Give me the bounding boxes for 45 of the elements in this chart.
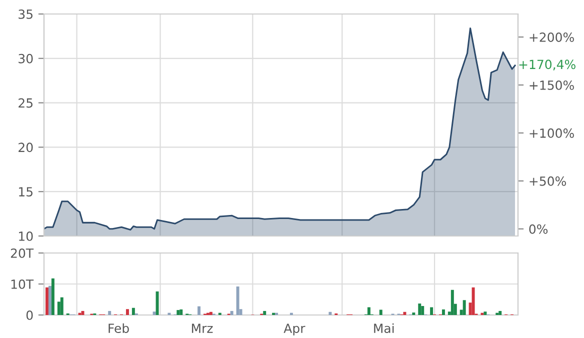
y-tick-label: 15 xyxy=(19,187,32,197)
bar xyxy=(462,300,466,315)
bar xyxy=(450,290,454,315)
y2-tick-label: +100% xyxy=(530,128,574,138)
y2-tick-label: +150% xyxy=(530,80,574,90)
bar xyxy=(418,304,422,315)
y-tick-label: 30 xyxy=(18,54,33,64)
x-tick-label: Mrz xyxy=(192,324,213,333)
y-tick-label: 10T xyxy=(11,279,34,289)
bar xyxy=(379,310,382,315)
bar xyxy=(60,297,64,315)
y-tick-label: 35 xyxy=(18,9,32,19)
bar xyxy=(403,312,406,315)
y-tick-label: 0 xyxy=(26,310,33,320)
bar xyxy=(198,306,201,315)
y-tick-label: 10 xyxy=(19,231,33,241)
bar xyxy=(51,278,54,315)
bar xyxy=(263,310,266,315)
annotation: +170,4% xyxy=(519,60,576,70)
bar xyxy=(367,307,370,315)
bar xyxy=(328,312,332,315)
bar xyxy=(45,287,48,315)
bar xyxy=(152,312,156,315)
x-tick-label: Apr xyxy=(284,324,306,336)
y-tick-label: 20T xyxy=(10,248,34,258)
y2-tick-label: +50% xyxy=(530,176,566,186)
bar xyxy=(156,291,159,315)
y2-tick-label: +200% xyxy=(530,32,574,42)
y-tick-label: 25 xyxy=(18,98,32,108)
bar xyxy=(132,308,135,315)
bar xyxy=(484,312,487,315)
y-tick-label: 20 xyxy=(18,142,33,152)
bar xyxy=(472,287,475,315)
bar xyxy=(498,310,502,315)
x-tick-label: Mai xyxy=(374,323,394,334)
bar xyxy=(126,309,129,315)
bar xyxy=(442,309,445,315)
bar xyxy=(421,306,424,315)
bar xyxy=(57,302,60,315)
y2-tick-label: 0% xyxy=(529,224,548,234)
bar xyxy=(48,286,52,315)
bar xyxy=(430,307,434,315)
x-tick-label: Feb xyxy=(108,323,129,334)
bar xyxy=(236,286,240,315)
bar xyxy=(108,310,112,315)
